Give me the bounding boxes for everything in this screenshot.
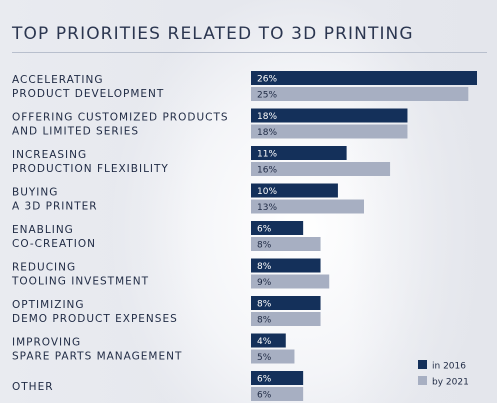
bar-2016 — [251, 221, 304, 235]
bar-2021 — [251, 349, 295, 364]
bar-2021 — [251, 237, 321, 251]
category-label: CO-CREATION — [12, 238, 96, 250]
bar-value-label: 18% — [257, 128, 277, 138]
bar-value-label: 4% — [257, 337, 272, 347]
bar-value-label: 5% — [257, 353, 272, 363]
bar-value-label: 8% — [257, 241, 272, 251]
bar-value-label: 9% — [257, 278, 272, 288]
category-label: INCREASING — [12, 149, 87, 161]
bar-2021 — [251, 87, 469, 101]
category-label: PRODUCTION FLEXIBILITY — [12, 163, 169, 175]
category-label: REDUCING — [12, 262, 76, 274]
category-label: A 3D PRINTER — [12, 201, 98, 213]
bar-2016 — [251, 183, 338, 198]
bar-value-label: 25% — [257, 91, 277, 101]
bar-value-label: 8% — [257, 300, 272, 310]
bar-value-label: 16% — [257, 166, 277, 176]
bar-2021 — [251, 162, 391, 176]
bar-value-label: 13% — [257, 203, 277, 213]
bar-2021 — [251, 124, 408, 139]
bar-value-label: 8% — [257, 262, 272, 272]
bar-value-label: 11% — [257, 150, 277, 160]
bar-2016 — [251, 333, 286, 348]
title-divider — [12, 52, 487, 53]
category-label: IMPROVING — [12, 337, 81, 349]
category-label: TOOLING INVESTMENT — [11, 276, 149, 288]
bar-value-label: 6% — [257, 225, 272, 235]
category-label: OPTIMIZING — [12, 299, 85, 311]
bar-2016 — [251, 108, 408, 123]
legend-swatch — [418, 360, 427, 369]
legend-label: in 2016 — [432, 362, 466, 372]
bar-2016 — [251, 371, 304, 385]
bar-2016 — [251, 296, 321, 310]
category-label: OFFERING CUSTOMIZED PRODUCTS — [12, 112, 229, 124]
category-label: ENABLING — [12, 224, 74, 236]
bar-2021 — [251, 312, 321, 326]
chart-title: TOP PRIORITIES RELATED TO 3D PRINTING — [12, 24, 414, 44]
category-label: BUYING — [12, 187, 58, 199]
category-label: DEMO PRODUCT EXPENSES — [12, 313, 178, 325]
category-label: PRODUCT DEVELOPMENT — [12, 88, 164, 100]
bar-value-label: 10% — [257, 187, 277, 197]
bar-2016 — [251, 71, 477, 85]
legend-swatch — [418, 376, 427, 385]
bar-2021 — [251, 199, 364, 214]
bar-value-label: 6% — [257, 375, 272, 385]
category-label: AND LIMITED SERIES — [12, 126, 139, 138]
bar-value-label: 26% — [257, 75, 277, 85]
category-label: ACCELERATING — [12, 74, 104, 86]
bar-2016 — [251, 146, 347, 160]
category-label: SPARE PARTS MANAGEMENT — [12, 351, 182, 363]
bar-2021 — [251, 274, 330, 289]
legend-label: by 2021 — [432, 378, 469, 388]
bar-2021 — [251, 387, 304, 401]
bar-value-label: 6% — [257, 391, 272, 401]
bar-2016 — [251, 258, 321, 273]
bar-value-label: 8% — [257, 316, 272, 326]
bar-value-label: 18% — [257, 112, 277, 122]
category-label: OTHER — [12, 381, 54, 393]
